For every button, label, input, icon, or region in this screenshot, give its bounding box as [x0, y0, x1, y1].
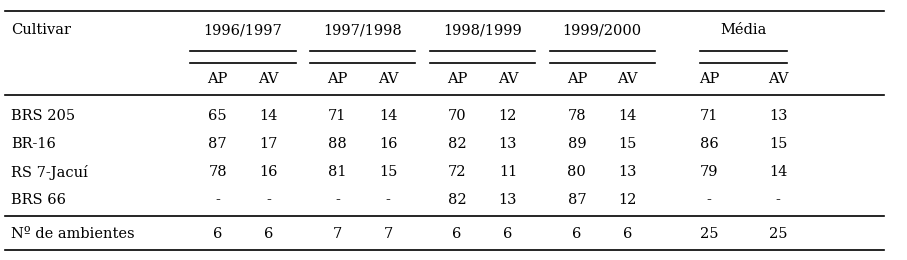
Text: 81: 81: [328, 165, 346, 179]
Text: AP: AP: [699, 72, 719, 86]
Text: -: -: [266, 193, 271, 207]
Text: 15: 15: [769, 137, 787, 151]
Text: 89: 89: [568, 137, 586, 151]
Text: -: -: [335, 193, 340, 207]
Text: 6: 6: [453, 228, 462, 242]
Text: 13: 13: [499, 137, 517, 151]
Text: -: -: [707, 193, 712, 207]
Text: AP: AP: [447, 72, 467, 86]
Text: 13: 13: [769, 109, 787, 123]
Text: 6: 6: [503, 228, 512, 242]
Text: AP: AP: [208, 72, 228, 86]
Text: 78: 78: [568, 109, 586, 123]
Text: 14: 14: [379, 109, 397, 123]
Text: 1999/2000: 1999/2000: [562, 23, 642, 37]
Text: 25: 25: [769, 228, 787, 242]
Text: 72: 72: [448, 165, 466, 179]
Text: BRS 205: BRS 205: [11, 109, 75, 123]
Text: 14: 14: [259, 109, 278, 123]
Text: 6: 6: [264, 228, 273, 242]
Text: 15: 15: [619, 137, 637, 151]
Text: 6: 6: [213, 228, 222, 242]
Text: 13: 13: [619, 165, 637, 179]
Text: 82: 82: [448, 137, 466, 151]
Text: AV: AV: [498, 72, 518, 86]
Text: 78: 78: [209, 165, 227, 179]
Text: Nº de ambientes: Nº de ambientes: [11, 228, 134, 242]
Text: AV: AV: [618, 72, 638, 86]
Text: 79: 79: [700, 165, 718, 179]
Text: 80: 80: [568, 165, 586, 179]
Text: 71: 71: [328, 109, 346, 123]
Text: AV: AV: [768, 72, 788, 86]
Text: 16: 16: [259, 165, 278, 179]
Text: AV: AV: [378, 72, 398, 86]
Text: AP: AP: [327, 72, 347, 86]
Text: AP: AP: [567, 72, 587, 86]
Text: 13: 13: [499, 193, 517, 207]
Text: BR-16: BR-16: [11, 137, 55, 151]
Text: 1997/1998: 1997/1998: [324, 23, 402, 37]
Text: 17: 17: [259, 137, 278, 151]
Text: 88: 88: [328, 137, 346, 151]
Text: 12: 12: [619, 193, 637, 207]
Text: 87: 87: [568, 193, 586, 207]
Text: 6: 6: [572, 228, 581, 242]
Text: -: -: [775, 193, 781, 207]
Text: 7: 7: [333, 228, 342, 242]
Text: 1998/1999: 1998/1999: [444, 23, 522, 37]
Text: 7: 7: [384, 228, 393, 242]
Text: RS 7-Jacuí: RS 7-Jacuí: [11, 165, 88, 180]
Text: Média: Média: [720, 23, 767, 37]
Text: 65: 65: [209, 109, 227, 123]
Text: 14: 14: [619, 109, 637, 123]
Text: 86: 86: [700, 137, 718, 151]
Text: BRS 66: BRS 66: [11, 193, 66, 207]
Text: 15: 15: [379, 165, 397, 179]
Text: Cultivar: Cultivar: [11, 23, 71, 37]
Text: -: -: [385, 193, 391, 207]
Text: 12: 12: [499, 109, 517, 123]
Text: 1996/1997: 1996/1997: [204, 23, 282, 37]
Text: 16: 16: [379, 137, 397, 151]
Text: 6: 6: [623, 228, 632, 242]
Text: 11: 11: [499, 165, 517, 179]
Text: 25: 25: [700, 228, 718, 242]
Text: 14: 14: [769, 165, 787, 179]
Text: 71: 71: [700, 109, 718, 123]
Text: 82: 82: [448, 193, 466, 207]
Text: AV: AV: [258, 72, 278, 86]
Text: 70: 70: [448, 109, 466, 123]
Text: -: -: [215, 193, 220, 207]
Text: 87: 87: [209, 137, 227, 151]
